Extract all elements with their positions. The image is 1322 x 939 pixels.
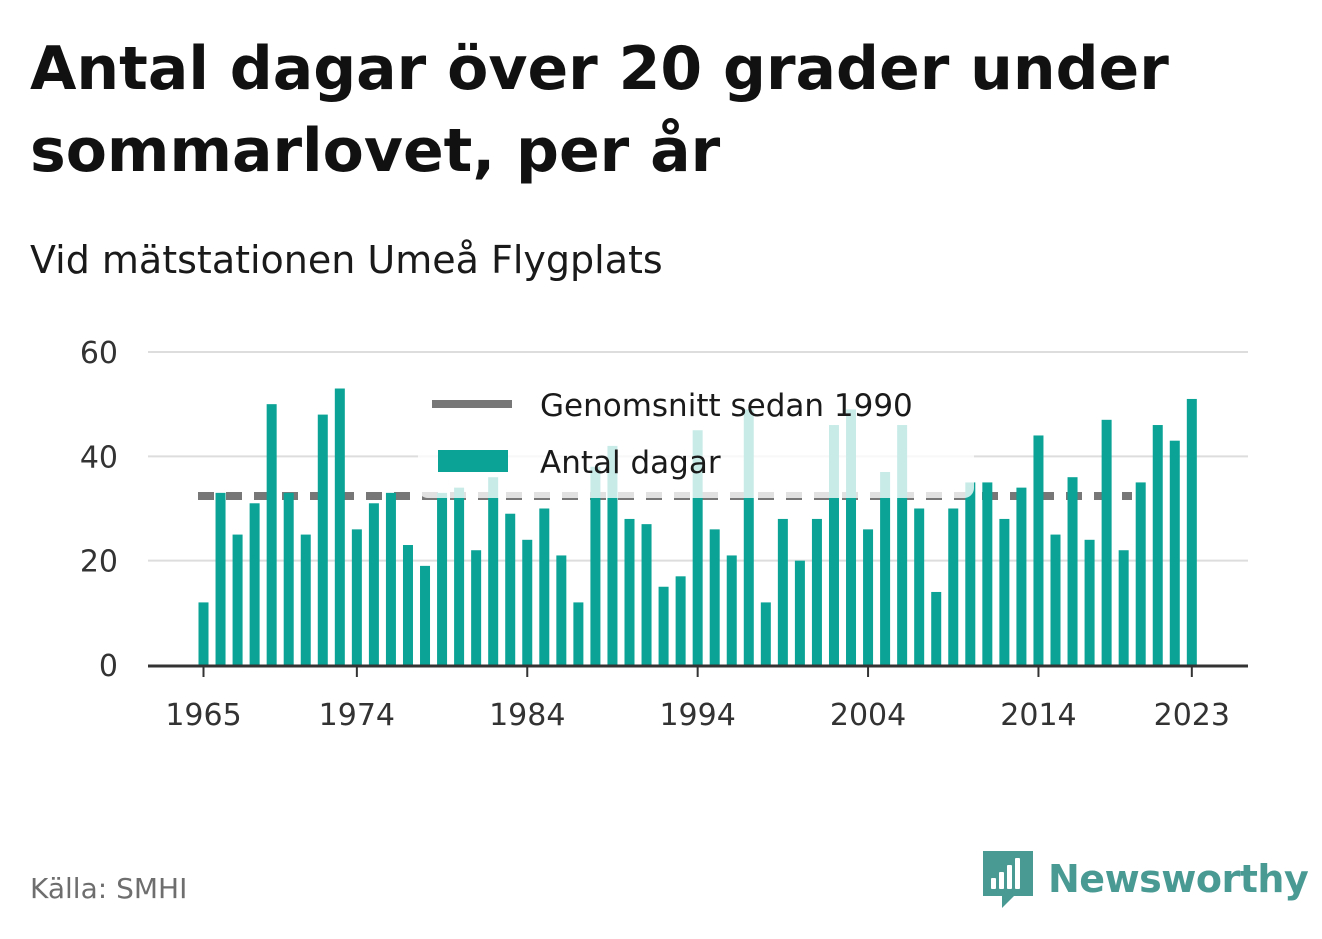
bar bbox=[760, 602, 771, 665]
legend-average-label: Genomsnitt sedan 1990 bbox=[540, 388, 913, 424]
bar bbox=[420, 565, 431, 665]
bar bbox=[1135, 482, 1146, 665]
bar bbox=[232, 534, 243, 665]
bar bbox=[1186, 398, 1197, 665]
bar bbox=[1067, 477, 1078, 665]
bar bbox=[1050, 534, 1061, 665]
bar bbox=[351, 529, 362, 665]
bar bbox=[590, 466, 601, 665]
bar bbox=[692, 430, 703, 665]
bar bbox=[863, 529, 874, 665]
bar bbox=[607, 445, 618, 665]
bar bbox=[556, 555, 567, 665]
bar bbox=[794, 560, 805, 665]
bar bbox=[539, 508, 550, 665]
bar bbox=[880, 471, 891, 665]
bar bbox=[709, 529, 720, 665]
bar-chart: 0 20 40 60 1965 1974 1984 1994 2004 2014 2023 Genom… bbox=[80, 336, 1248, 733]
bar bbox=[777, 518, 788, 665]
bar bbox=[385, 492, 396, 665]
bar bbox=[198, 602, 209, 665]
bar bbox=[999, 518, 1010, 665]
x-tick-label: 2004 bbox=[830, 698, 906, 733]
y-tick-label: 0 bbox=[99, 649, 118, 684]
legend-bar-swatch bbox=[438, 450, 508, 472]
bar bbox=[334, 388, 345, 665]
bar bbox=[1169, 440, 1180, 665]
legend-bar-label: Antal dagar bbox=[540, 445, 721, 481]
x-tick-label: 2014 bbox=[1000, 698, 1076, 733]
bar bbox=[828, 425, 839, 665]
source-note: Källa: SMHI bbox=[30, 872, 188, 905]
bar bbox=[454, 487, 465, 665]
bar bbox=[982, 482, 993, 665]
bar bbox=[522, 539, 533, 665]
bar bbox=[215, 492, 226, 665]
bar bbox=[1016, 487, 1027, 665]
bar bbox=[1101, 419, 1112, 665]
bar bbox=[1033, 435, 1044, 665]
bar bbox=[931, 591, 942, 665]
bar bbox=[437, 492, 448, 665]
bar bbox=[249, 503, 260, 665]
bar bbox=[1084, 539, 1095, 665]
bar bbox=[300, 534, 311, 665]
bar bbox=[897, 425, 908, 665]
bar bbox=[675, 576, 686, 665]
x-tick-label: 1974 bbox=[319, 698, 395, 733]
bar bbox=[488, 477, 499, 665]
x-tick-label: 1984 bbox=[489, 698, 565, 733]
bar bbox=[726, 555, 737, 665]
bar bbox=[317, 414, 328, 665]
bar bbox=[573, 602, 584, 665]
chart-subtitle: Vid mätstationen Umeå Flygplats bbox=[30, 238, 663, 282]
bar-chart-speech-bubble-icon bbox=[983, 851, 1033, 908]
bar bbox=[368, 503, 379, 665]
bar bbox=[624, 518, 635, 665]
bar bbox=[402, 545, 413, 665]
bar bbox=[846, 409, 857, 665]
brand-name: Newsworthy bbox=[1048, 857, 1309, 901]
legend-box bbox=[418, 376, 974, 498]
x-tick-label: 2023 bbox=[1154, 698, 1230, 733]
y-tick-label: 40 bbox=[80, 440, 118, 475]
bar bbox=[283, 492, 294, 665]
y-tick-label: 60 bbox=[80, 336, 118, 371]
bar bbox=[965, 482, 976, 665]
bar bbox=[1152, 425, 1163, 665]
x-tick-label: 1994 bbox=[659, 698, 735, 733]
bar bbox=[505, 513, 516, 665]
x-tick-label: 1965 bbox=[165, 698, 241, 733]
bar bbox=[471, 550, 482, 665]
bar bbox=[811, 518, 822, 665]
y-tick-label: 20 bbox=[80, 545, 118, 580]
bar bbox=[743, 409, 754, 665]
bar bbox=[266, 404, 277, 665]
bar bbox=[948, 508, 959, 665]
brand-logo: Newsworthy bbox=[980, 848, 1309, 910]
chart-title: Antal dagar över 20 grader under sommarl… bbox=[30, 34, 1169, 186]
bar bbox=[914, 508, 925, 665]
bar bbox=[1118, 550, 1129, 665]
bar bbox=[658, 586, 669, 665]
bar bbox=[641, 524, 652, 665]
